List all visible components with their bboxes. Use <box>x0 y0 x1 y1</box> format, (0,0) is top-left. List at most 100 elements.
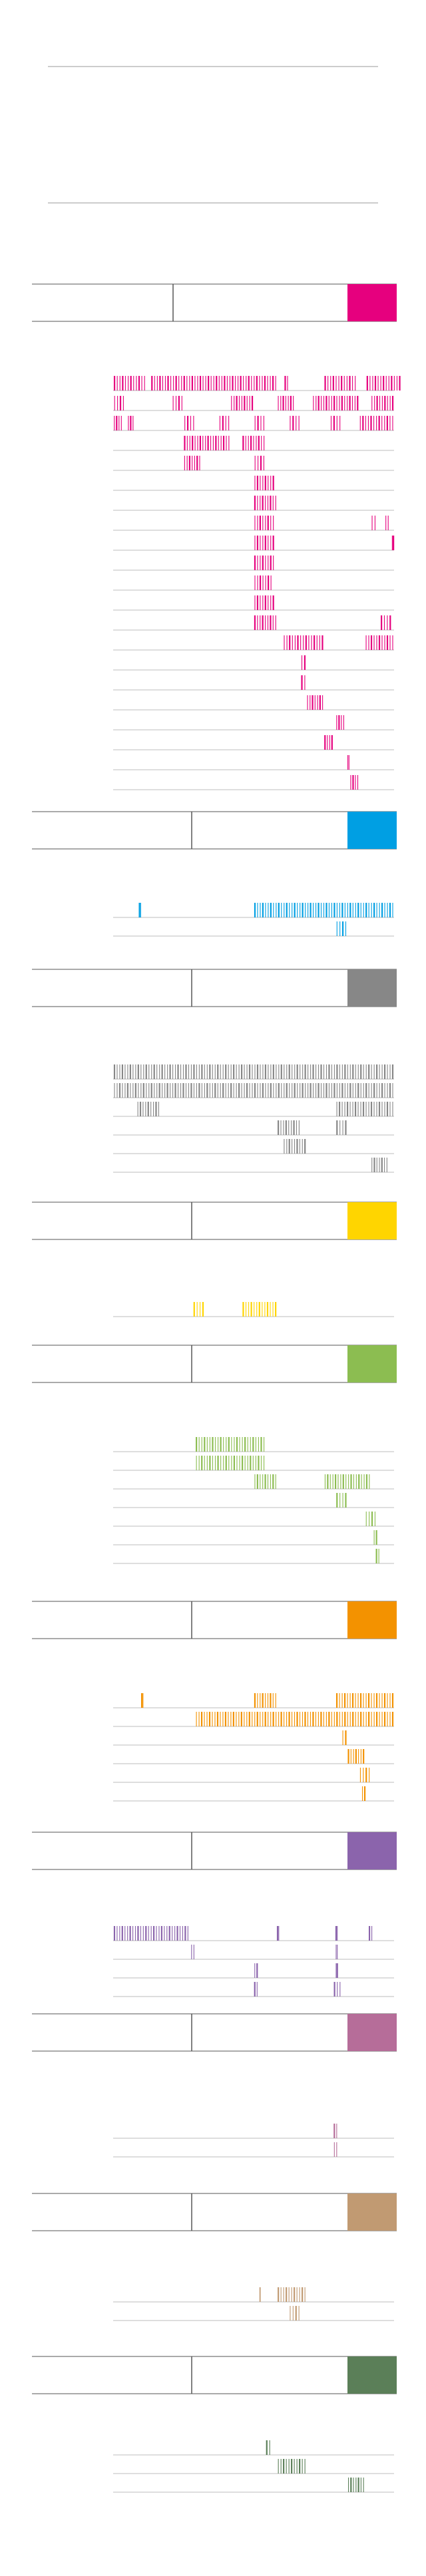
barcode-tick <box>202 1302 204 1317</box>
barcode-row <box>113 1768 394 1783</box>
barcode-tick <box>302 1712 304 1726</box>
barcode-tick <box>217 1456 219 1470</box>
barcode-tick <box>208 1712 211 1726</box>
barcode-tick <box>169 1064 171 1079</box>
barcode-tick <box>339 1120 341 1135</box>
barcode-tick <box>333 1064 335 1079</box>
barcode-tick <box>122 396 124 410</box>
barcode-tick <box>264 1064 267 1079</box>
barcode-tick <box>278 396 279 410</box>
barcode-tick <box>262 615 264 630</box>
barcode-tick <box>318 1083 320 1098</box>
barcode-tick <box>264 1474 266 1489</box>
barcode-tick <box>254 496 256 510</box>
barcode-segment <box>113 1926 188 1941</box>
barcode-tick <box>286 1083 288 1098</box>
barcode-tick <box>258 1456 260 1470</box>
barcode-tick <box>220 1064 221 1079</box>
barcode-tick <box>140 1693 143 1708</box>
barcode-tick <box>363 1712 364 1726</box>
barcode-tick <box>387 516 389 530</box>
barcode-tick <box>238 1064 240 1079</box>
barcode-tick <box>342 1474 344 1489</box>
barcode-tick <box>225 1456 227 1470</box>
chart-groups <box>32 283 401 2493</box>
barcode-tick <box>294 903 296 917</box>
barcode-tick <box>254 536 256 550</box>
barcode-tick <box>198 1437 200 1452</box>
barcode-tick <box>373 416 375 430</box>
barcode-tick <box>336 396 337 410</box>
barcode-tick <box>184 456 185 470</box>
barcode-tick <box>333 396 335 410</box>
barcode-tick <box>376 1102 377 1116</box>
barcode-tick <box>278 1083 280 1098</box>
group-color-swatch <box>347 2356 397 2394</box>
barcode-tick <box>248 1064 251 1079</box>
barcode-tick <box>270 1712 272 1726</box>
barcode-tick <box>331 1712 332 1726</box>
barcode-row <box>113 2142 394 2158</box>
barcode-tick <box>348 1474 349 1489</box>
barcode-tick <box>281 1083 282 1098</box>
barcode-segment <box>254 595 274 610</box>
barcode-tick <box>360 1102 361 1116</box>
barcode-tick <box>331 396 332 410</box>
barcode-tick <box>265 516 266 530</box>
barcode-tick <box>298 2306 300 2321</box>
barcode-tick <box>212 1456 214 1470</box>
barcode-tick <box>218 376 220 391</box>
barcode-tick <box>204 1456 205 1470</box>
barcode-tick <box>257 1083 258 1098</box>
barcode-tick <box>353 1474 354 1489</box>
barcode-tick <box>276 1926 279 1941</box>
barcode-tick <box>312 1712 314 1726</box>
barcode-tick <box>258 1437 259 1452</box>
barcode-tick <box>206 1456 208 1470</box>
barcode-tick <box>296 1139 298 1154</box>
barcode-tick <box>336 715 337 730</box>
barcode-row <box>113 1139 394 1154</box>
barcode-tick <box>310 1712 312 1726</box>
header-lines <box>48 66 378 204</box>
barcode-tick <box>273 903 274 917</box>
group-color-swatch <box>347 2193 397 2231</box>
barcode-tick <box>366 376 368 391</box>
barcode-tick <box>272 615 274 630</box>
barcode-segment <box>342 1730 347 1745</box>
barcode-tick <box>254 1064 256 1079</box>
barcode-tick <box>212 436 214 450</box>
barcode-tick <box>314 635 316 650</box>
barcode-tick <box>199 376 202 391</box>
barcode-row <box>113 1712 394 1727</box>
barcode-tick <box>353 1749 354 1764</box>
barcode-tick <box>196 1437 198 1452</box>
barcode-tick <box>262 1712 264 1726</box>
barcode-tick <box>372 376 373 391</box>
chart-group <box>32 1202 397 1317</box>
barcode-segment <box>254 556 274 570</box>
barcode-tick <box>238 1083 240 1098</box>
barcode-tick <box>251 376 252 391</box>
barcode-tick <box>288 2287 290 2302</box>
barcode-tick <box>341 1083 343 1098</box>
barcode-tick <box>357 903 359 917</box>
barcode-tick <box>293 396 294 410</box>
barcode-tick <box>262 496 264 510</box>
barcode-tick <box>250 1456 252 1470</box>
barcode-tick <box>151 376 153 391</box>
barcode-tick <box>343 376 345 391</box>
barcode-tick <box>210 376 212 391</box>
barcode-tick <box>253 436 254 450</box>
barcode-tick <box>252 1456 254 1470</box>
barcode-tick <box>220 1437 222 1452</box>
barcode-tick <box>150 1083 152 1098</box>
barcode-segment <box>365 1512 375 1526</box>
barcode-tick <box>224 376 226 391</box>
barcode-row <box>113 695 394 711</box>
barcode-segment <box>333 2142 337 2157</box>
barcode-tick <box>365 1064 367 1079</box>
barcode-segment <box>172 396 182 410</box>
barcode-segment <box>333 2124 337 2138</box>
barcode-tick <box>365 1712 367 1726</box>
